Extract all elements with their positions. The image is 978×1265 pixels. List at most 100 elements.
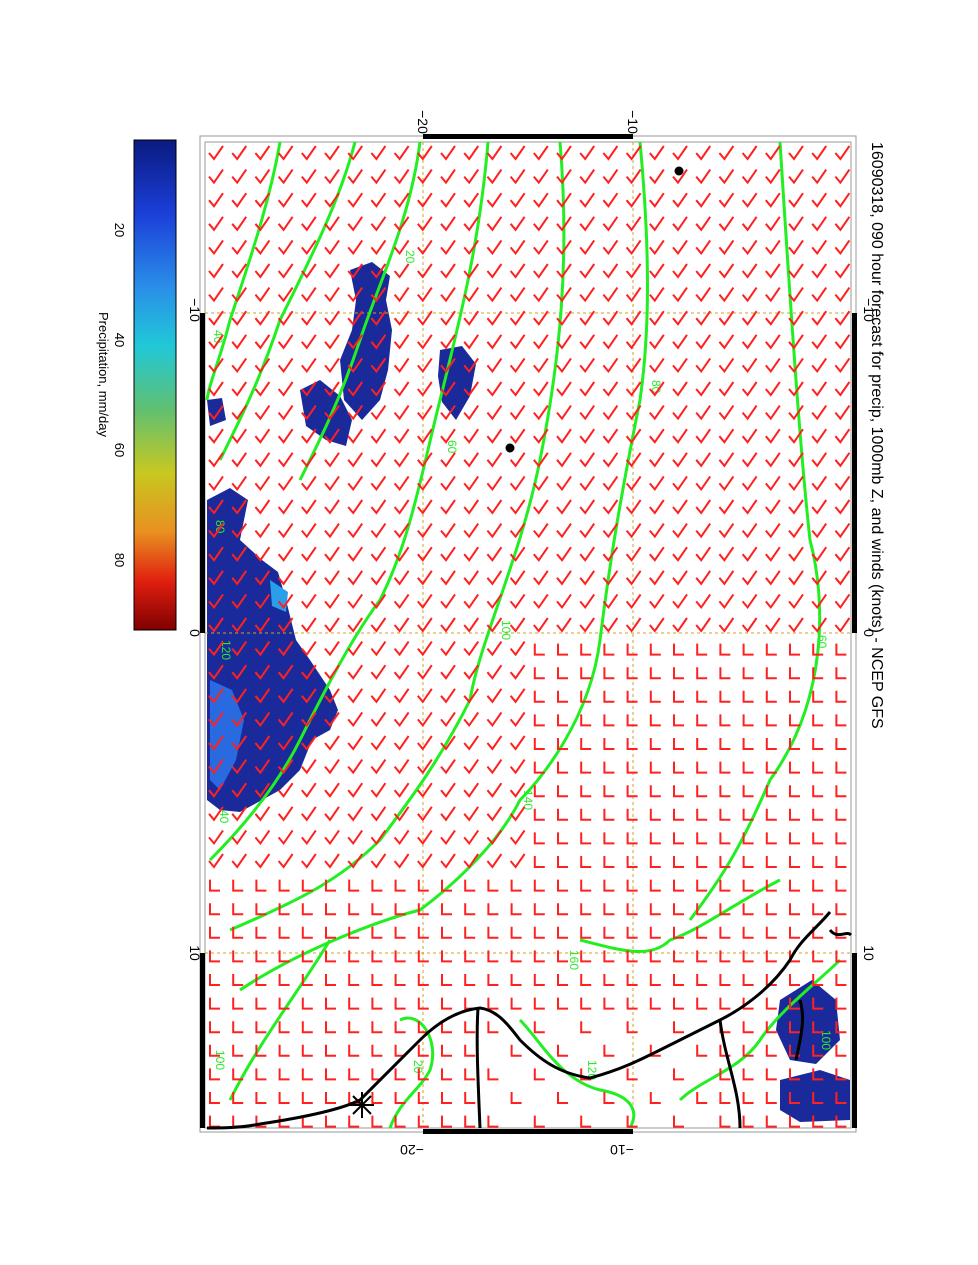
wind-barb [301,475,317,492]
wind-barb [533,310,549,326]
wind-barb [208,310,224,326]
contour-label: 100 [499,620,513,640]
wind-barb [463,664,480,680]
wind-barb [673,738,684,750]
wind-barb [347,593,364,610]
wind-barb [789,1092,800,1104]
wind-barb [440,759,456,775]
wind-barb [742,926,754,939]
wind-barb [603,950,615,963]
wind-barb [301,570,317,586]
wind-barb [394,1021,406,1034]
wind-barb [533,926,545,939]
wind-barb [579,334,596,350]
wind-barb [417,735,433,751]
wind-barb [742,1044,754,1057]
wind-barb [533,997,545,1010]
wind-barb [509,192,526,208]
wind-barb [811,216,828,232]
wind-barb [417,759,433,775]
wind-barb [811,523,828,539]
wind-barb [324,310,340,326]
wind-barb [718,216,735,232]
wind-barb [486,782,503,798]
contour-label: 100 [213,1050,227,1070]
wind-barb [440,735,456,751]
wind-barb [277,239,294,256]
wind-barb [277,546,294,562]
wind-barb [788,593,804,610]
wind-barb [441,903,452,916]
wind-barb [393,310,410,326]
wind-barb [370,405,387,421]
wind-barb [533,334,549,350]
wind-barb [556,239,572,256]
wind-barb [440,617,456,633]
wind-barb [625,523,642,539]
right-tick-2: 0 [861,629,877,637]
wind-barb [788,499,804,515]
wind-barb [370,192,387,208]
wind-barb [254,641,271,657]
wind-barb [301,641,317,657]
wind-barb [741,263,758,279]
wind-barb [231,287,248,303]
wind-barb [324,169,340,185]
wind-barb [301,950,313,963]
wind-barb [811,428,828,444]
wind-barb [417,853,433,869]
wind-barb [510,1044,522,1057]
wind-barb [672,405,688,421]
wind-barb [719,974,731,986]
wind-barb [254,310,271,326]
wind-barb [486,546,503,562]
wind-barb [533,1068,545,1081]
wind-barb [509,782,526,798]
wind-barb [835,643,847,656]
wind-barb [486,829,503,846]
wind-barb [811,381,828,397]
wind-barb [812,808,824,821]
wind-barb [788,145,804,161]
wind-barb [254,711,271,728]
wind-barb [765,570,781,586]
wind-barb [301,806,317,822]
wind-barb [209,879,220,892]
wind-barb [788,169,804,185]
wind-barb [788,617,804,633]
wind-barb [765,381,781,397]
wind-barb [580,950,592,963]
wind-barb [580,997,592,1010]
wind-barb [625,593,642,610]
wind-barb [718,523,735,539]
wind-barb [208,405,224,421]
wind-barb [301,879,313,892]
wind-barb [348,1115,360,1128]
wind-barb [741,452,758,468]
wind-barb [417,711,433,728]
wind-barb [765,475,781,492]
wind-barb [603,738,615,750]
wind-barb [301,759,317,775]
wind-barb [232,903,244,916]
wind-barb [301,782,317,798]
wind-barb [603,714,615,727]
wind-barb [834,169,851,185]
wind-barb [324,546,340,562]
wind-barb [718,546,735,562]
wind-barb [324,192,340,208]
wind-barb [533,428,549,444]
wind-barb [719,950,731,963]
wind-barb [649,239,665,256]
wind-barb [765,452,781,468]
wind-barb [509,357,526,374]
wind-barb [789,856,800,868]
wind-barb [625,287,642,303]
wind-barb [765,523,781,539]
wind-barb [626,690,638,703]
wind-barb [765,950,777,963]
contour-label: 120 [219,640,233,660]
wind-barb [765,263,781,279]
wind-barb [510,879,522,892]
wind-barb [371,903,383,916]
